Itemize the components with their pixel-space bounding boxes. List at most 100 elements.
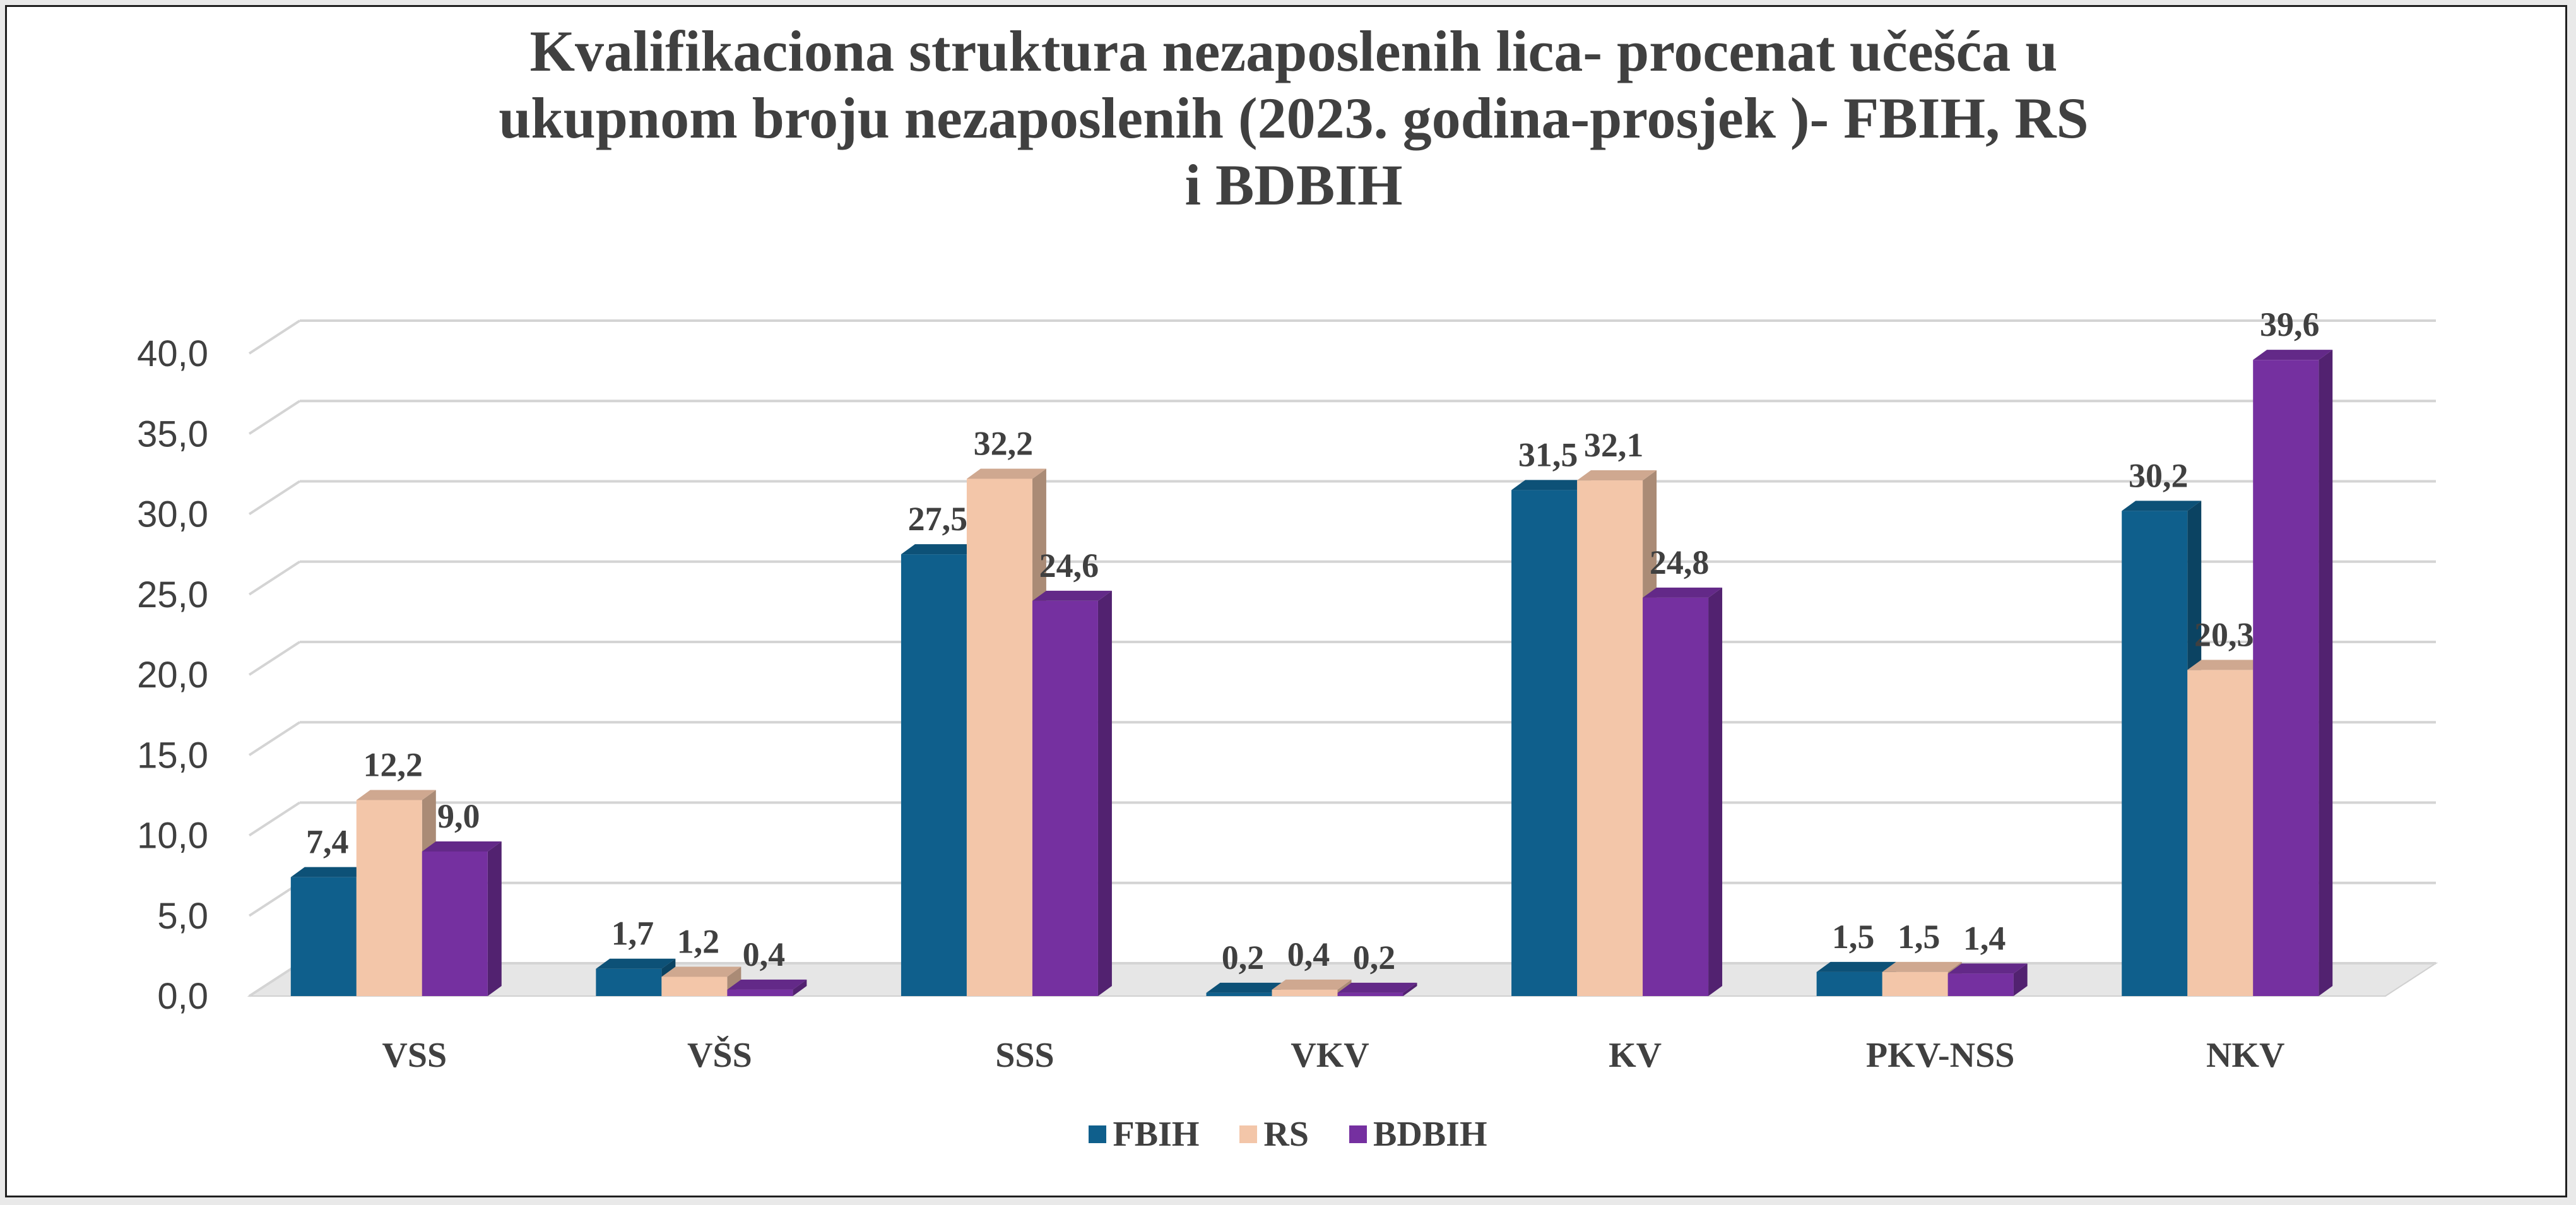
data-label-v-s-fbih: 1,7 [612,915,654,953]
bar-nkv-fbih-top [2122,501,2202,511]
data-label-kv-fbih: 31,5 [1518,436,1578,473]
bar-nkv-rs [2187,670,2254,996]
bar-sss-fbih-top [901,544,981,555]
y-tick-label: 10,0 [137,816,208,857]
bar-vkv-fbih-top [1206,982,1286,993]
data-label-v-s-bdbih: 0,4 [743,935,786,973]
y-tick-label: 5,0 [157,896,208,937]
data-label-vss-fbih: 7,4 [306,823,349,861]
x-category-label: KV [1609,1036,1662,1075]
data-label-nkv-bdbih: 39,6 [2260,306,2320,343]
y-tick-label: 0,0 [157,976,208,1017]
data-label-vss-rs: 12,2 [363,746,423,784]
bar-vss-fbih-top [290,867,370,877]
data-label-pkv-nss-bdbih: 1,4 [1963,919,2006,957]
legend-label-bdbih: BDBIH [1373,1115,1487,1154]
bar-pkv-nss-rs [1882,971,1948,996]
bar-vkv-rs-top [1272,979,1352,990]
bar-sss-rs-top [966,468,1046,479]
bar-sss-bdbih-top [1032,590,1112,601]
data-label-pkv-nss-rs: 1,5 [1898,918,1941,956]
gridline-diagonal [248,721,301,756]
bar-vss-bdbih-top [422,841,502,852]
gridline-diagonal [248,319,301,355]
data-label-vkv-fbih: 0,2 [1222,939,1265,976]
data-label-sss-fbih: 27,5 [908,500,968,538]
gridline-diagonal [248,561,301,596]
legend-label-rs: RS [1263,1115,1309,1154]
data-label-pkv-nss-fbih: 1,5 [1832,918,1875,956]
chart-title: Kvalifikaciona struktura nezaposlenih li… [252,18,2335,218]
y-tick-label: 20,0 [137,655,208,696]
bar-v-s-fbih-top [596,958,676,969]
x-category-label: NKV [2206,1036,2284,1075]
data-label-sss-bdbih: 24,6 [1039,547,1099,585]
data-label-vkv-bdbih: 0,2 [1353,939,1396,976]
bar-kv-rs-top [1577,470,1657,481]
x-category-label: VSS [382,1036,447,1075]
legend-swatch-fbih [1089,1125,1107,1143]
bar-kv-rs [1577,480,1643,996]
bar-kv-bdbih [1643,597,1709,996]
bar-kv-bdbih-side [1708,587,1723,996]
bar-v-s-bdbih [727,989,793,996]
y-tick-label: 15,0 [137,735,208,776]
bar-nkv-bdbih [2253,360,2319,996]
x-category-label: SSS [995,1036,1054,1075]
bar-nkv-bdbih-top [2253,350,2333,360]
data-label-vkv-rs: 0,4 [1287,935,1330,973]
bar-nkv-bdbih-side [2319,350,2333,996]
gridline-diagonal [248,801,301,837]
gridline-diagonal [248,641,301,676]
bar-vkv-fbih [1206,992,1272,996]
data-label-nkv-rs: 20,3 [2194,615,2254,653]
bar-vkv-bdbih [1337,992,1403,996]
bar-pkv-nss-bdbih-top [1947,963,2028,974]
gridline-diagonal [248,480,301,516]
gridline-diagonal [248,400,301,435]
y-tick-label: 40,0 [137,333,208,374]
bar-v-s-bdbih-top [727,979,807,990]
bar-vss-fbih [290,877,357,996]
bar-v-s-fbih [596,968,662,996]
x-category-label: PKV-NSS [1866,1036,2014,1075]
bar-kv-fbih-top [1511,480,1592,490]
bar-sss-bdbih [1032,600,1098,996]
legend-swatch-bdbih [1349,1125,1367,1143]
y-tick-label: 35,0 [137,413,208,454]
x-category-label: VŠS [687,1035,752,1075]
data-label-nkv-fbih: 30,2 [2129,456,2189,494]
data-label-v-s-rs: 1,2 [677,922,720,960]
bar-pkv-nss-rs-top [1882,961,1962,972]
bar-kv-fbih [1511,490,1578,996]
bar-v-s-rs [661,976,728,996]
bar-pkv-nss-bdbih [1947,973,2014,996]
chart-title-line-2: ukupnom broju nezaposlenih (2023. godina… [499,86,2089,150]
bar-kv-bdbih-top [1643,587,1723,598]
legend-item-rs: RS [1239,1114,1309,1155]
legend-item-bdbih: BDBIH [1349,1114,1487,1155]
legend-item-fbih: FBIH [1089,1114,1199,1155]
data-label-sss-rs: 32,2 [974,425,1034,463]
y-tick-label: 30,0 [137,494,208,535]
bar-vkv-bdbih-side [1403,982,1417,996]
data-label-vss-bdbih: 9,0 [437,797,480,835]
bar-v-s-bdbih-side [793,979,807,996]
bar-nkv-fbih [2122,511,2188,996]
chart-legend: FBIH RS BDBIH [0,1114,2576,1155]
bar-sss-bdbih-side [1097,590,1112,996]
bar-vkv-bdbih-top [1337,982,1417,993]
bar-vkv-rs [1272,989,1338,996]
bar-vss-bdbih [422,851,488,996]
bar-pkv-nss-fbih-top [1816,961,1896,972]
bar-v-s-rs-top [661,966,741,977]
data-label-kv-rs: 32,1 [1584,426,1644,464]
bar-pkv-nss-fbih [1816,971,1882,996]
y-tick-label: 25,0 [137,574,208,615]
bar-vss-rs [356,800,422,996]
bar-sss-fbih [901,554,967,996]
bar-vss-rs-top [356,790,436,800]
legend-label-fbih: FBIH [1113,1115,1200,1154]
chart-title-line-1: Kvalifikaciona struktura nezaposlenih li… [529,19,2058,83]
